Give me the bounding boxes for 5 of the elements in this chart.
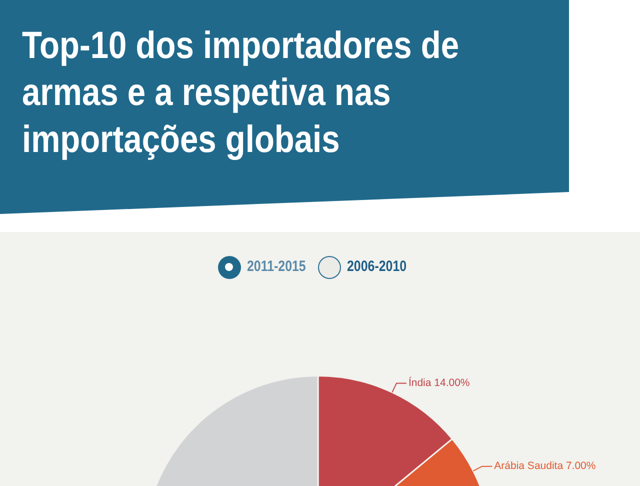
slice-label: Índia 14.00% bbox=[408, 376, 470, 390]
text: 2011-2015 bbox=[247, 258, 306, 276]
chart-title: Top-10 dos importadores de armas e a respetiva nas importações globais bbox=[22, 24, 460, 163]
slice-label: Arábia Saudita 7.00% bbox=[494, 460, 596, 472]
text: 2006-2010 bbox=[347, 258, 407, 276]
